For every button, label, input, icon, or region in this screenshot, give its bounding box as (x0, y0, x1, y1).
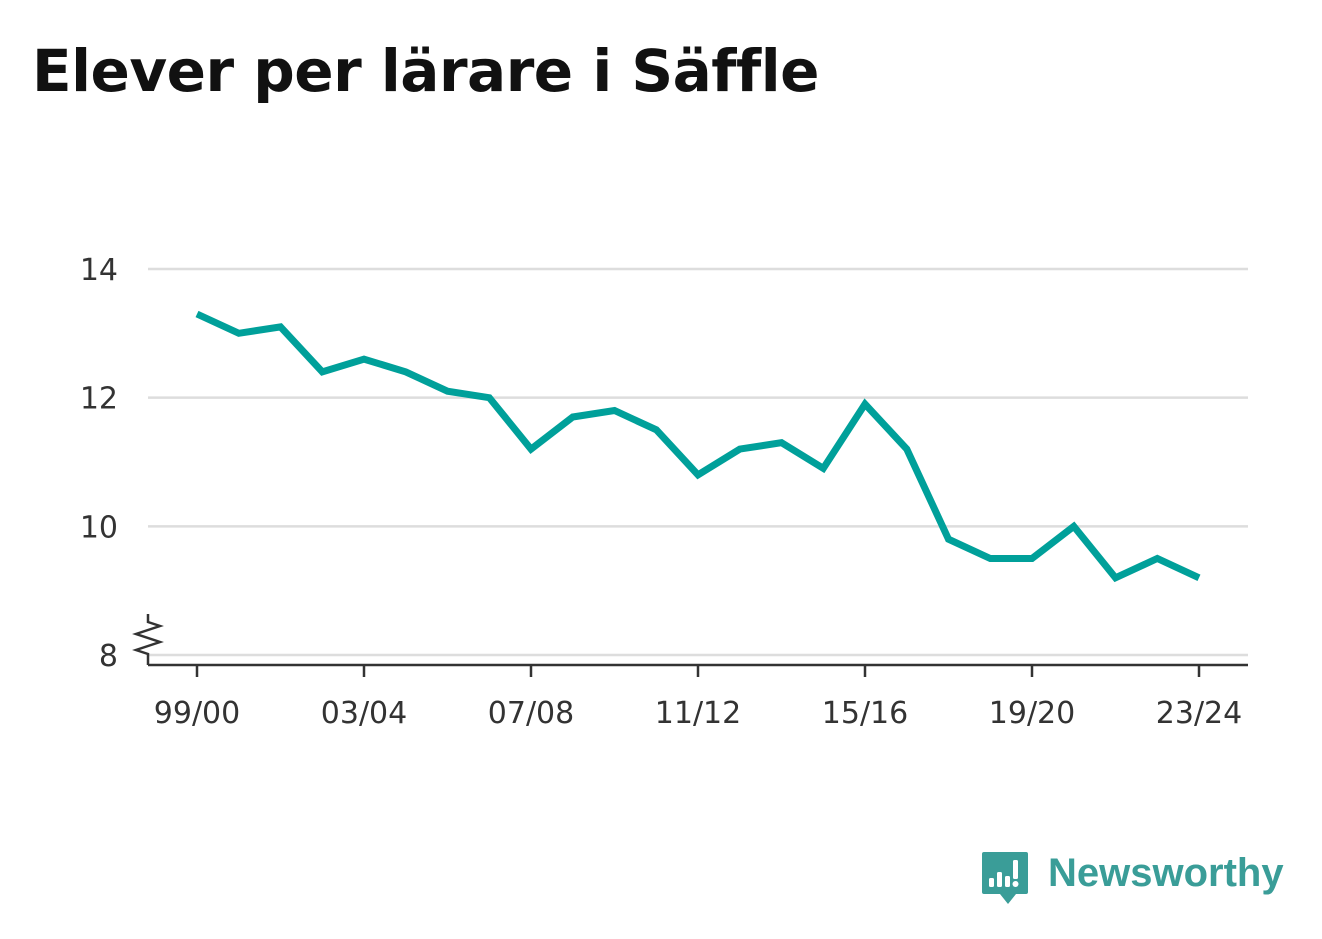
y-tick-label: 8 (99, 639, 118, 674)
axes (132, 614, 1248, 677)
brand-logo: Newsworthy (980, 850, 1284, 910)
tick-labels: 8 10 12 14 99/00 03/04 07/08 11/12 15/16 19/20 23/… (80, 253, 1242, 731)
x-tick-label: 11/12 (655, 696, 741, 731)
y-tick-label: 14 (80, 253, 118, 288)
series-line (195, 310, 1201, 583)
y-tick-label: 12 (80, 382, 118, 417)
x-tick-label: 99/00 (154, 696, 240, 731)
y-tick-label: 10 (80, 510, 118, 545)
series-lines (195, 310, 1201, 583)
x-tick-label: 19/20 (989, 696, 1075, 731)
y-axis-break (132, 614, 164, 665)
x-tick-label: 03/04 (321, 696, 407, 731)
grid-lines (148, 267, 1248, 657)
x-tick-label: 15/16 (822, 696, 908, 731)
x-tick-label: 07/08 (488, 696, 574, 731)
newsworthy-logo-icon (982, 852, 1028, 904)
brand-name: Newsworthy (1048, 851, 1284, 895)
chart-title: Elever per lärare i Säffle (32, 37, 820, 105)
x-tick-label: 23/24 (1156, 696, 1242, 731)
